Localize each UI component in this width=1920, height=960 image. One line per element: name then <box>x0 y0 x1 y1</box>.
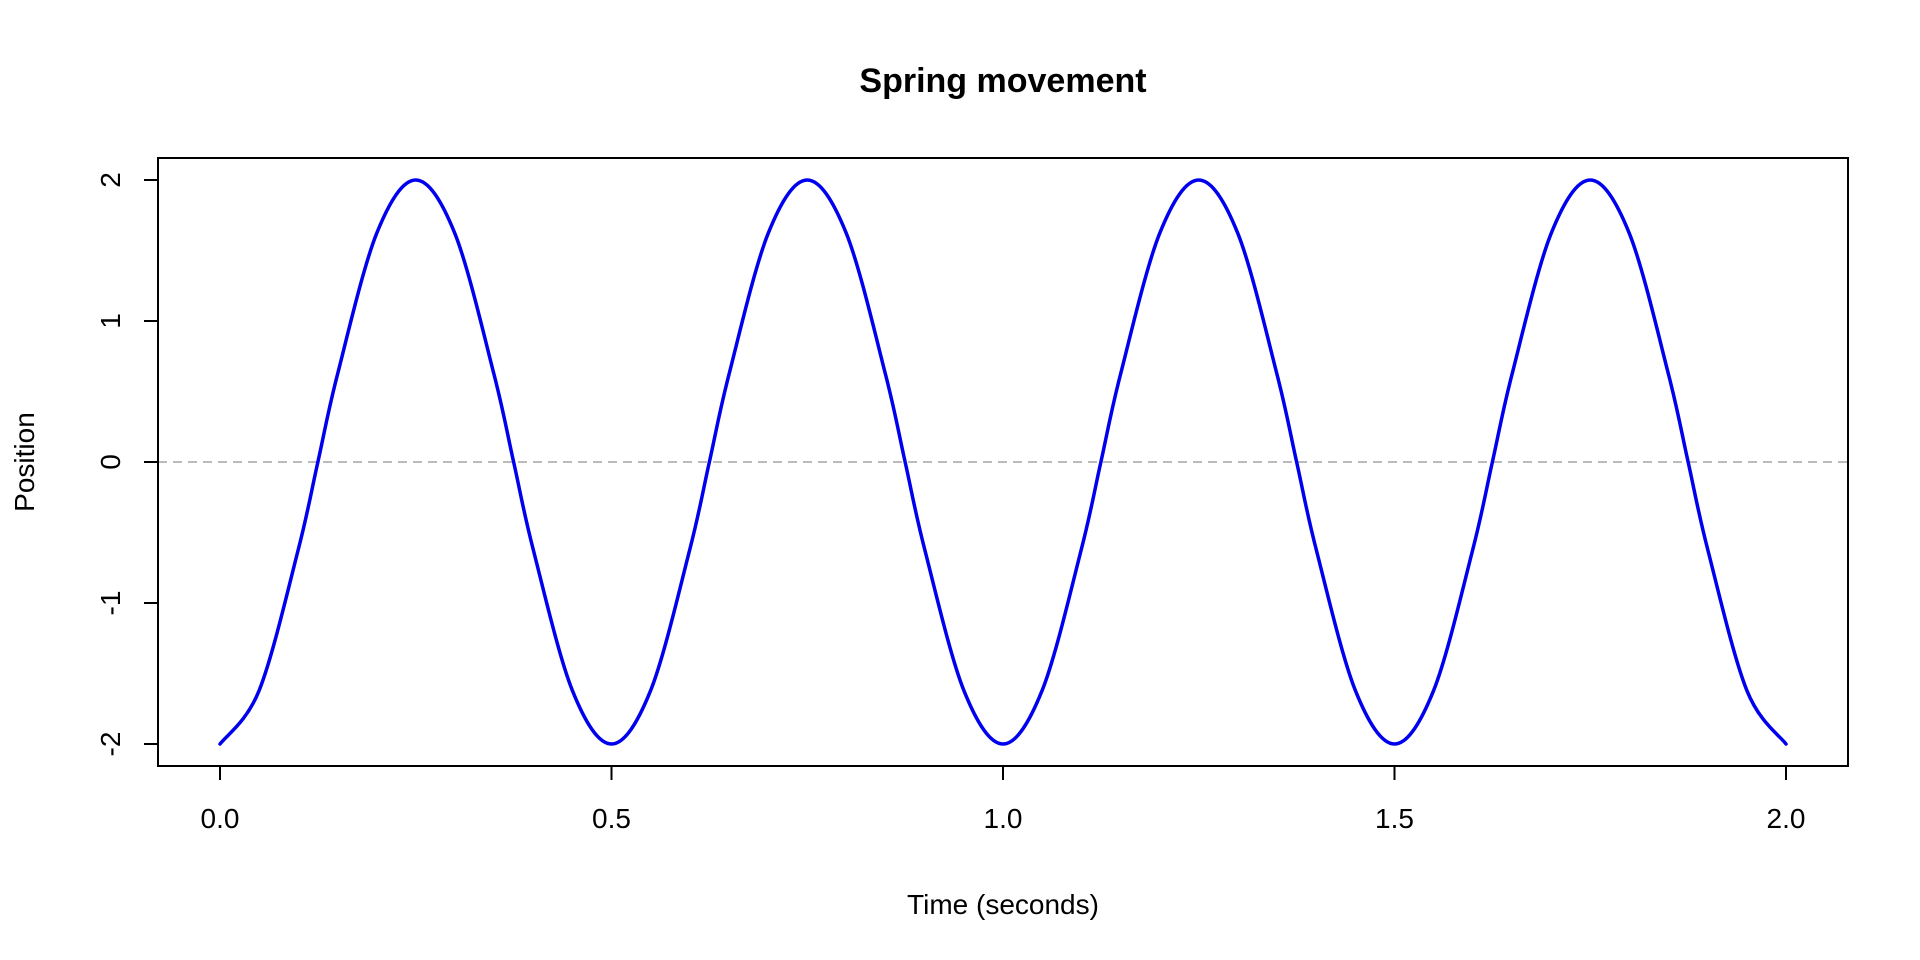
y-axis-label: Position <box>9 412 40 512</box>
y-tick-label: 2 <box>95 172 126 188</box>
x-tick-label: 0.5 <box>592 803 631 834</box>
x-tick-label: 0.0 <box>201 803 240 834</box>
y-axis: -2 -1 0 1 2 <box>95 172 159 757</box>
y-tick-label: -1 <box>95 591 126 616</box>
y-tick-label: 1 <box>95 313 126 329</box>
x-tick-label: 2.0 <box>1767 803 1806 834</box>
series-line-position <box>218 178 1788 746</box>
x-tick-label: 1.5 <box>1375 803 1414 834</box>
chart-title: Spring movement <box>859 62 1146 100</box>
x-axis-label: Time (seconds) <box>907 889 1099 920</box>
y-tick-label: 0 <box>95 454 126 470</box>
x-axis: 0.0 0.5 1.0 1.5 2.0 <box>201 765 1806 834</box>
y-tick-label: -2 <box>95 732 126 757</box>
x-tick-label: 1.0 <box>984 803 1023 834</box>
